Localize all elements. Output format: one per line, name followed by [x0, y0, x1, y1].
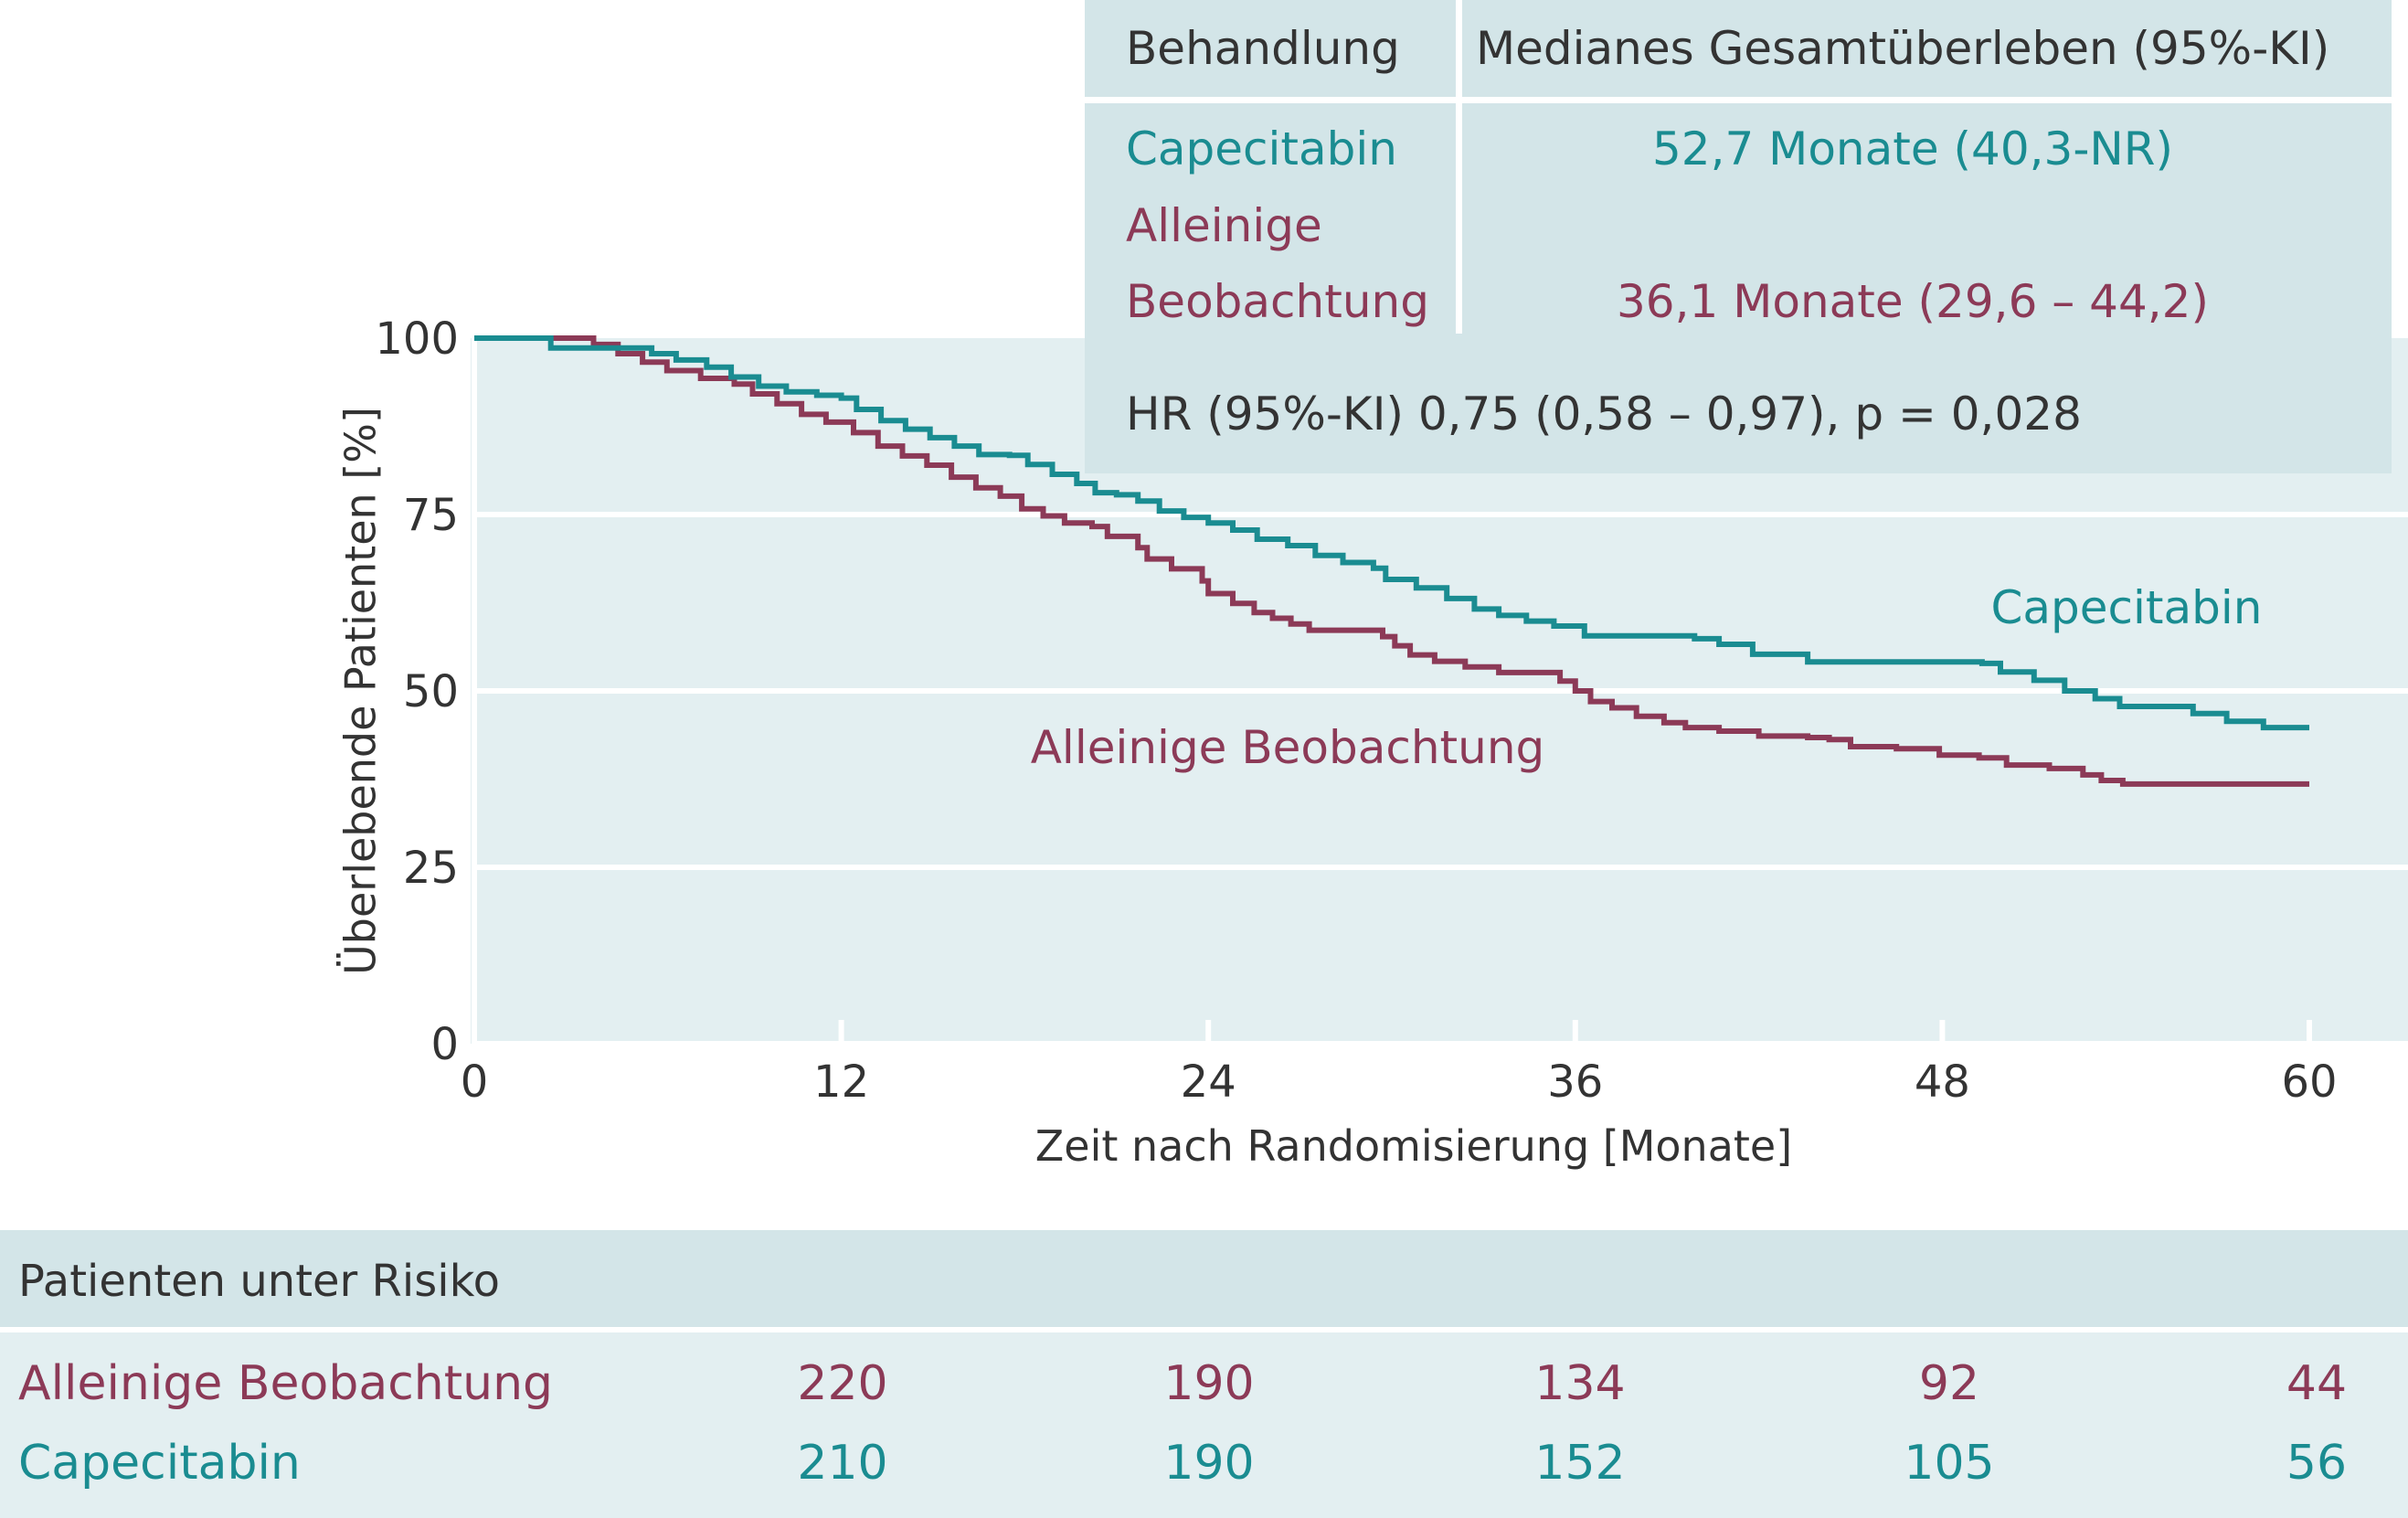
risk-row-label-capecitabin: Capecitabin [18, 1436, 301, 1491]
risk-value: 105 [1904, 1436, 1994, 1491]
legend-table: Behandlung Medianes Gesamtüberleben (95%… [1085, 0, 2392, 473]
legend-column-divider [1456, 0, 1462, 334]
y-tick-label: 50 [403, 666, 459, 717]
risk-value: 92 [1919, 1356, 1979, 1411]
risk-values: 220 190 134 92 44 210 190 152 105 56 [797, 1356, 2347, 1491]
legend-row2-name-line2: Beobachtung [1126, 275, 1429, 328]
risk-row-label-beobachtung: Alleinige Beobachtung [18, 1356, 553, 1411]
risk-table-body-bg [0, 1332, 2408, 1518]
y-tick-label: 25 [403, 843, 459, 894]
x-tick-label: 24 [1181, 1056, 1236, 1108]
risk-value: 152 [1534, 1436, 1625, 1491]
legend-panel [1085, 0, 2392, 473]
y-ticks: 0 25 50 75 100 [375, 313, 459, 1070]
annotation-capecitabin: Capecitabin [1991, 581, 2263, 634]
y-tick-label: 100 [375, 313, 459, 365]
x-tick-label: 36 [1547, 1056, 1603, 1108]
risk-value: 56 [2286, 1436, 2347, 1491]
series-beobachtung-line [474, 335, 2309, 787]
legend-row1-name: Capecitabin [1126, 122, 1397, 175]
legend-row1-value: 52,7 Monate (40,3-NR) [1652, 122, 2173, 175]
x-tick-label: 0 [461, 1056, 489, 1108]
risk-value: 220 [797, 1356, 887, 1411]
x-tick-label: 12 [813, 1056, 869, 1108]
x-ticks: 0 12 24 36 48 60 [461, 1020, 2338, 1108]
risk-table-header-bg [0, 1230, 2408, 1327]
risk-value: 134 [1534, 1356, 1625, 1411]
risk-value: 190 [1163, 1436, 1254, 1491]
risk-table-title: Patienten unter Risiko [18, 1256, 500, 1307]
risk-value: 44 [2286, 1356, 2347, 1411]
y-tick-label: 0 [430, 1019, 459, 1070]
y-tick-label: 75 [403, 490, 459, 541]
x-axis-label: Zeit nach Randomisierung [Monate] [1035, 1121, 1792, 1171]
legend-row2-name-line1: Alleinige [1126, 199, 1322, 252]
legend-row2-value: 36,1 Monate (29,6 – 44,2) [1617, 275, 2209, 328]
legend-hazard-ratio: HR (95%-KI) 0,75 (0,58 – 0,97), p = 0,02… [1126, 387, 2082, 441]
risk-table: Patienten unter Risiko Alleinige Beobach… [0, 1230, 2408, 1518]
annotation-beobachtung: Alleinige Beobachtung [1031, 721, 1545, 774]
legend-header-divider [1085, 97, 2392, 103]
risk-value: 210 [797, 1436, 887, 1491]
grid-lines [472, 338, 2408, 1046]
series-capecitabin-line [474, 335, 2309, 731]
series-layer [474, 335, 2309, 787]
legend-header-treatment: Behandlung [1126, 22, 1400, 75]
y-axis-label: Überlebende Patienten [%] [336, 407, 386, 975]
x-tick-label: 48 [1915, 1056, 1970, 1108]
x-tick-label: 60 [2281, 1056, 2337, 1108]
risk-value: 190 [1163, 1356, 1254, 1411]
legend-header-median: Medianes Gesamtüberleben (95%-KI) [1476, 22, 2329, 75]
